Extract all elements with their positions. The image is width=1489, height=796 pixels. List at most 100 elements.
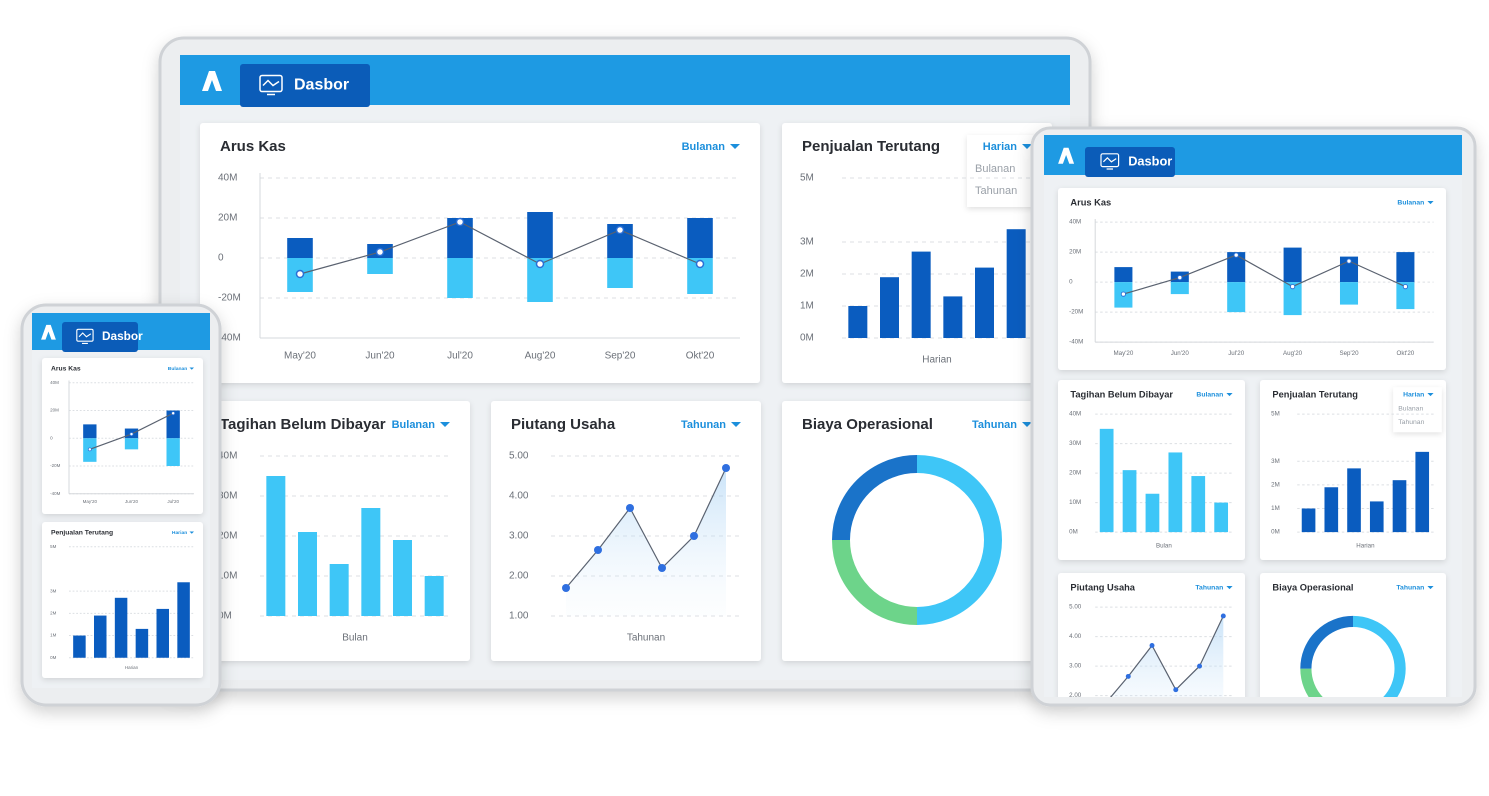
- bar: [124, 438, 139, 450]
- bar: [607, 258, 633, 288]
- x-tick-label: Okt'20: [686, 351, 715, 362]
- line-point: [626, 504, 634, 512]
- bar: [1415, 451, 1430, 533]
- dropdown-option[interactable]: Tahunan: [1398, 419, 1424, 426]
- net-point: [455, 217, 465, 227]
- card: [1058, 188, 1446, 370]
- dropdown-arrow[interactable]: [440, 422, 450, 427]
- dropdown-option[interactable]: Tahunan: [975, 185, 1017, 197]
- line-point: [1149, 642, 1155, 648]
- bar: [329, 564, 349, 616]
- y-tick-label: 40M: [1069, 411, 1081, 418]
- card-title: Penjualan Terutang: [802, 138, 940, 155]
- bar: [1283, 247, 1302, 283]
- bar: [1396, 282, 1415, 310]
- bar: [1396, 252, 1415, 283]
- y-tick-label: 3M: [1271, 458, 1280, 465]
- card-title: Tagihan Belum Dibayar: [220, 416, 386, 433]
- bar: [424, 576, 444, 616]
- bar: [287, 238, 313, 258]
- period-select[interactable]: Tahunan: [972, 419, 1017, 431]
- net-point: [615, 225, 625, 235]
- dropdown-arrow[interactable]: [1226, 393, 1233, 397]
- card-content: Penjualan Terutang Harian 0M 1M 2M 3M 5M Harian: [50, 530, 194, 670]
- y-tick-label: 3M: [800, 237, 814, 248]
- dropdown-arrow[interactable]: [1427, 393, 1434, 397]
- y-tick-label: 1.00: [1069, 722, 1082, 729]
- bar: [298, 532, 317, 616]
- bar: [1227, 252, 1246, 283]
- donut-segment: [1352, 615, 1406, 697]
- dropdown-arrow[interactable]: [189, 531, 194, 534]
- bar: [687, 218, 713, 258]
- line-point: [1173, 687, 1179, 693]
- card-content: Tagihan Belum Dibayar Bulanan 0M 10M 20M 30M 4…: [218, 416, 450, 644]
- x-axis-label: Bulan: [1156, 542, 1172, 549]
- period-select[interactable]: Bulanan: [1397, 200, 1424, 207]
- tablet-screen: Dasbor Arus Kas Bulanan -40M -20M 0 20M 40M May'…: [1044, 135, 1462, 729]
- dropdown-arrow[interactable]: [1226, 586, 1233, 590]
- dropdown-arrow[interactable]: [730, 144, 740, 149]
- bar: [1168, 452, 1183, 533]
- period-select[interactable]: Bulanan: [392, 419, 436, 431]
- period-select[interactable]: Tahunan: [1195, 585, 1223, 592]
- bar: [880, 277, 899, 338]
- y-tick-label: 30M: [1069, 440, 1081, 447]
- bar: [1339, 282, 1359, 305]
- line-point: [690, 532, 698, 540]
- net-point: [1289, 283, 1296, 290]
- bar: [1099, 428, 1114, 533]
- dropdown-option[interactable]: Bulanan: [975, 163, 1015, 175]
- y-tick-label: 2M: [1271, 482, 1280, 489]
- card-content: Biaya Operasional Tahunan: [802, 416, 1032, 625]
- dropdown-arrow[interactable]: [189, 367, 194, 370]
- y-tick-label: 2M: [50, 611, 57, 616]
- dropdown-arrow[interactable]: [731, 422, 741, 427]
- app-logo[interactable]: [202, 71, 222, 91]
- line-point: [1220, 613, 1226, 619]
- net-point: [87, 447, 92, 452]
- x-axis-label: Tahunan: [627, 633, 665, 644]
- app-logo[interactable]: [41, 324, 56, 340]
- y-tick-label: -20M: [1069, 309, 1083, 316]
- y-tick-label: 0M: [1271, 529, 1280, 536]
- app-logo[interactable]: [1058, 147, 1075, 164]
- dropdown-arrow[interactable]: [1022, 144, 1032, 149]
- y-tick-label: 3.00: [1069, 663, 1082, 670]
- period-select[interactable]: Bulanan: [1196, 392, 1223, 399]
- phone-screen: Dasbor Arus Kas Bulanan -40M -20M 0 20M 40M May'…: [32, 313, 210, 688]
- period-select[interactable]: Bulanan: [168, 366, 187, 372]
- y-tick-label: 5M: [1271, 411, 1280, 418]
- card-content: Arus Kas Bulanan -40M -20M 0 20M 40M May'20 Jun'…: [218, 138, 740, 362]
- period-select[interactable]: Harian: [172, 530, 187, 536]
- period-select[interactable]: Bulanan: [682, 141, 726, 153]
- y-tick-label: 3M: [50, 588, 57, 593]
- dropdown-menu: [1393, 387, 1442, 433]
- line-area: [1110, 615, 1224, 697]
- period-select[interactable]: Harian: [1403, 392, 1424, 399]
- dropdown-arrow[interactable]: [1427, 586, 1434, 590]
- dropdown-option[interactable]: Bulanan: [1398, 405, 1423, 412]
- tab-icon-wave: [78, 332, 92, 344]
- y-tick-label: 2M: [800, 269, 814, 280]
- dropdown-arrow[interactable]: [1427, 201, 1434, 205]
- nav-tab-label[interactable]: Dasbor: [1128, 153, 1172, 168]
- dropdown-arrow[interactable]: [1022, 422, 1032, 427]
- period-select[interactable]: Harian: [983, 141, 1018, 153]
- net-point: [171, 411, 176, 416]
- card-title: Arus Kas: [51, 366, 81, 373]
- nav-tab-label[interactable]: Dasbor: [102, 329, 143, 343]
- y-tick-label: 40M: [218, 451, 237, 462]
- bar: [156, 608, 169, 658]
- y-tick-label: 2.00: [509, 571, 529, 582]
- bar: [1191, 476, 1206, 533]
- bar: [166, 410, 180, 439]
- nav-tab-label[interactable]: Dasbor: [294, 77, 349, 94]
- period-select[interactable]: Tahunan: [1396, 585, 1424, 592]
- card-content: Piutang Usaha Tahunan 1.00 2.00 3.00 4.00 5.00…: [1069, 582, 1233, 729]
- line: [565, 467, 727, 589]
- period-select[interactable]: Tahunan: [681, 419, 726, 431]
- card-title: Penjualan Terutang: [1272, 389, 1358, 399]
- x-tick-label: Sep'20: [1339, 350, 1359, 357]
